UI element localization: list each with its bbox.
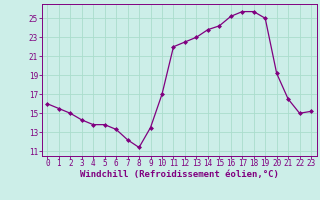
X-axis label: Windchill (Refroidissement éolien,°C): Windchill (Refroidissement éolien,°C) bbox=[80, 170, 279, 179]
